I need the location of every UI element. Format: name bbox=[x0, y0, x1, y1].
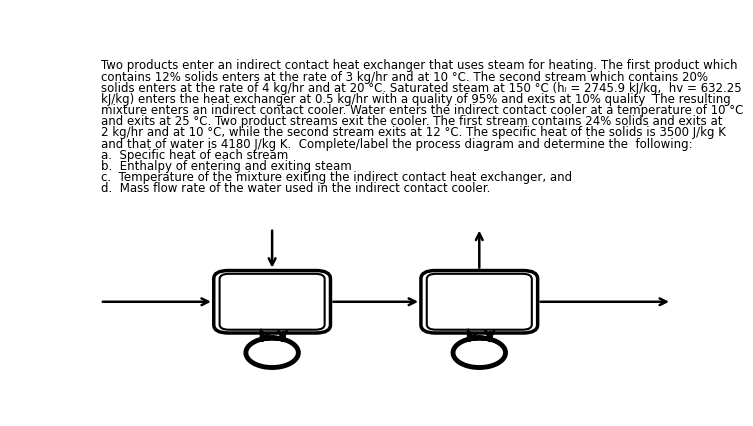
Text: d.  Mass flow rate of the water used in the indirect contact cooler.: d. Mass flow rate of the water used in t… bbox=[101, 182, 490, 195]
Text: kJ/kg) enters the heat exchanger at 0.5 kg/hr with a quality of 95% and exits at: kJ/kg) enters the heat exchanger at 0.5 … bbox=[101, 93, 731, 106]
Text: contains 12% solids enters at the rate of 3 kg/hr and at 10 °C. The second strea: contains 12% solids enters at the rate o… bbox=[101, 70, 708, 83]
Text: and that of water is 4180 J/kg K.  Complete/label the process diagram and determ: and that of water is 4180 J/kg K. Comple… bbox=[101, 137, 693, 150]
FancyBboxPatch shape bbox=[427, 274, 532, 330]
Text: solids enters at the rate of 4 kg/hr and at 20 °C. Saturated steam at 150 °C (hₗ: solids enters at the rate of 4 kg/hr and… bbox=[101, 82, 742, 95]
Text: b.  Enthalpy of entering and exiting steam: b. Enthalpy of entering and exiting stea… bbox=[101, 160, 352, 173]
FancyBboxPatch shape bbox=[421, 271, 538, 333]
Text: 2 kg/hr and at 10 °C, while the second stream exits at 12 °C. The specific heat : 2 kg/hr and at 10 °C, while the second s… bbox=[101, 126, 726, 139]
Text: mixture enters an indirect contact cooler. Water enters the indirect contact coo: mixture enters an indirect contact coole… bbox=[101, 104, 743, 117]
Text: and exits at 25 °C. Two product streams exit the cooler. The first stream contai: and exits at 25 °C. Two product streams … bbox=[101, 115, 723, 128]
FancyBboxPatch shape bbox=[220, 274, 325, 330]
FancyBboxPatch shape bbox=[214, 271, 331, 333]
Text: Two products enter an indirect contact heat exchanger that uses steam for heatin: Two products enter an indirect contact h… bbox=[101, 59, 738, 72]
Text: a.  Specific heat of each stream: a. Specific heat of each stream bbox=[101, 148, 288, 161]
Text: c.  Temperature of the mixture exiting the indirect contact heat exchanger, and: c. Temperature of the mixture exiting th… bbox=[101, 171, 572, 184]
